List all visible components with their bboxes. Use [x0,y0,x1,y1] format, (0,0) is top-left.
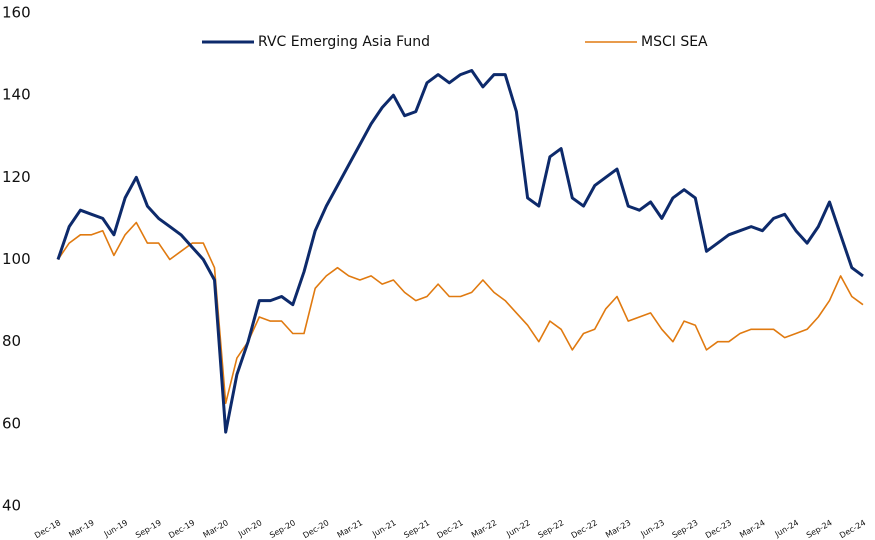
x-tick-label: Jun-19 [102,518,130,539]
y-tick-label: 120 [2,168,31,186]
x-tick-label: Dec-19 [167,518,196,540]
x-tick-label: Sep-20 [268,518,297,540]
x-tick-label: Mar-19 [67,518,95,540]
y-tick-label: 80 [2,332,21,350]
x-tick-label: Jun-20 [236,518,264,539]
y-tick-label: 60 [2,414,21,432]
y-tick-label: 140 [2,86,31,104]
x-tick-label: Mar-20 [202,518,230,540]
legend-label: MSCI SEA [641,34,708,50]
x-tick-label: Mar-23 [604,518,632,540]
series-line [56,69,864,434]
y-tick-label: 40 [2,497,21,515]
x-tick-label: Mar-21 [336,518,364,540]
x-tick-label: Sep-22 [536,518,565,540]
x-tick-label: Jun-23 [638,518,666,539]
x-tick-label: Mar-22 [470,518,498,540]
x-tick-label: Dec-23 [704,518,733,540]
y-tick-label: 160 [2,4,31,22]
x-tick-label: Jun-21 [370,518,398,539]
x-tick-label: Dec-24 [838,518,867,540]
series-line [57,221,864,405]
x-tick-label: Jun-24 [773,518,801,539]
y-tick-label: 100 [2,250,31,268]
x-tick-label: Dec-22 [570,518,599,540]
x-tick-label: Sep-19 [134,518,163,540]
x-tick-label: Dec-21 [436,518,465,540]
x-tick-label: Jun-22 [504,518,532,539]
x-tick-label: Dec-20 [301,518,330,540]
x-tick-label: Sep-24 [805,518,834,540]
legend-label: RVC Emerging Asia Fund [258,34,430,50]
x-tick-label: Mar-24 [738,518,766,540]
x-tick-label: Sep-21 [402,518,431,540]
x-tick-label: Dec-18 [33,518,62,540]
x-tick-label: Sep-23 [671,518,700,540]
